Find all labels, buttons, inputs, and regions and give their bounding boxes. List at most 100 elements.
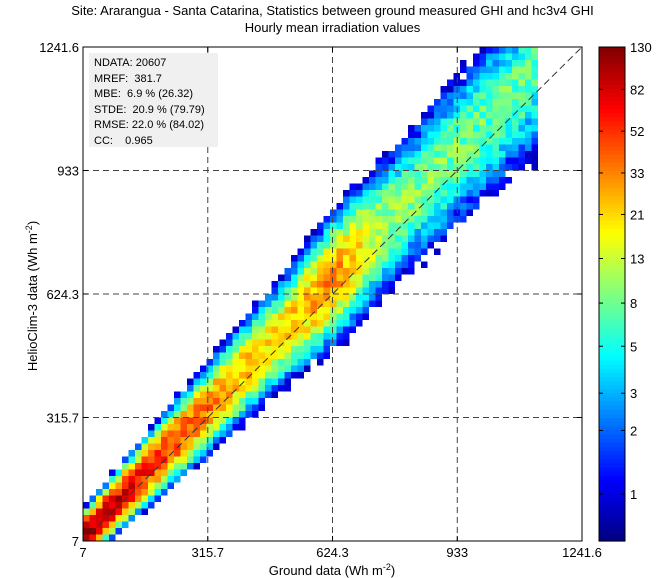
colorbar-segment bbox=[599, 203, 625, 209]
density-cell bbox=[369, 300, 376, 307]
density-cell bbox=[486, 164, 493, 171]
density-cell bbox=[447, 216, 454, 223]
density-cell bbox=[356, 281, 363, 288]
density-cell bbox=[252, 391, 259, 398]
density-cell bbox=[219, 365, 226, 372]
y-tick-label: 7 bbox=[72, 534, 79, 549]
colorbar-segment bbox=[599, 47, 625, 52]
density-cell bbox=[96, 502, 103, 509]
density-cell bbox=[492, 177, 499, 184]
density-cell bbox=[453, 131, 460, 138]
density-cell bbox=[414, 222, 421, 229]
density-cell bbox=[89, 515, 96, 522]
density-cell bbox=[245, 385, 252, 392]
colorbar-segment bbox=[599, 186, 625, 192]
density-cell bbox=[336, 261, 343, 268]
density-cell bbox=[427, 151, 434, 158]
density-cell bbox=[200, 391, 207, 398]
density-cell bbox=[525, 53, 532, 60]
density-cell bbox=[447, 92, 454, 99]
density-cell bbox=[239, 359, 246, 366]
density-cell bbox=[369, 229, 376, 236]
density-cell bbox=[343, 313, 350, 320]
density-cell bbox=[518, 112, 525, 119]
density-cell bbox=[531, 144, 538, 151]
density-cell bbox=[330, 313, 337, 320]
density-cell bbox=[206, 398, 213, 405]
density-cell bbox=[122, 515, 129, 522]
density-cell bbox=[408, 125, 415, 132]
density-cell bbox=[258, 333, 265, 340]
density-cell bbox=[317, 339, 324, 346]
density-cell bbox=[447, 125, 454, 132]
density-cell bbox=[89, 502, 96, 509]
density-cell bbox=[232, 352, 239, 359]
density-cell bbox=[102, 534, 109, 541]
density-cell bbox=[271, 391, 278, 398]
density-cell bbox=[512, 118, 519, 125]
density-cell bbox=[447, 183, 454, 190]
density-cell bbox=[180, 398, 187, 405]
density-cell bbox=[284, 268, 291, 275]
colorbar-segment bbox=[599, 499, 625, 505]
density-cell bbox=[518, 157, 525, 164]
density-cell bbox=[447, 222, 454, 229]
density-cell bbox=[161, 417, 168, 424]
density-cell bbox=[466, 183, 473, 190]
density-cell bbox=[304, 248, 311, 255]
density-cell bbox=[408, 157, 415, 164]
density-cell bbox=[414, 125, 421, 132]
density-cell bbox=[453, 216, 460, 223]
colorbar-segment bbox=[599, 409, 625, 414]
density-cell bbox=[395, 170, 402, 177]
density-cell bbox=[427, 222, 434, 229]
density-cell bbox=[375, 170, 382, 177]
colorbar-segment bbox=[599, 75, 625, 81]
density-cell bbox=[499, 60, 506, 67]
density-cell bbox=[525, 47, 532, 54]
colorbar-segment bbox=[599, 388, 625, 394]
density-cell bbox=[453, 183, 460, 190]
density-cell bbox=[486, 47, 493, 54]
colorbar-segment bbox=[599, 466, 625, 472]
density-cell bbox=[297, 326, 304, 333]
density-cell bbox=[427, 118, 434, 125]
density-cell bbox=[440, 105, 447, 112]
density-cell bbox=[193, 430, 200, 437]
density-cell bbox=[258, 398, 265, 405]
density-cell bbox=[271, 294, 278, 301]
density-cell bbox=[193, 443, 200, 450]
density-cell bbox=[278, 313, 285, 320]
density-cell bbox=[278, 352, 285, 359]
density-cell bbox=[362, 242, 369, 249]
density-cell bbox=[219, 339, 226, 346]
colorbar-segment bbox=[599, 520, 625, 526]
density-cell bbox=[135, 502, 142, 509]
density-cell bbox=[408, 190, 415, 197]
density-cell bbox=[200, 437, 207, 444]
density-cell bbox=[505, 86, 512, 93]
density-cell bbox=[460, 131, 467, 138]
density-cell bbox=[356, 196, 363, 203]
density-cell bbox=[297, 287, 304, 294]
density-cell bbox=[122, 469, 129, 476]
density-cell bbox=[382, 216, 389, 223]
density-cell bbox=[414, 144, 421, 151]
density-cell bbox=[297, 339, 304, 346]
density-cell bbox=[310, 346, 317, 353]
density-cell bbox=[512, 151, 519, 158]
colorbar-segment bbox=[599, 355, 625, 361]
density-cell bbox=[486, 79, 493, 86]
density-cell bbox=[271, 313, 278, 320]
density-cell bbox=[421, 183, 428, 190]
density-cell bbox=[453, 105, 460, 112]
density-cell bbox=[297, 261, 304, 268]
density-cell bbox=[297, 320, 304, 327]
density-cell bbox=[245, 339, 252, 346]
density-cell bbox=[206, 437, 213, 444]
density-cell bbox=[505, 157, 512, 164]
density-cell bbox=[336, 268, 343, 275]
density-cell bbox=[408, 151, 415, 158]
density-cell bbox=[349, 274, 356, 281]
density-cell bbox=[525, 86, 532, 93]
